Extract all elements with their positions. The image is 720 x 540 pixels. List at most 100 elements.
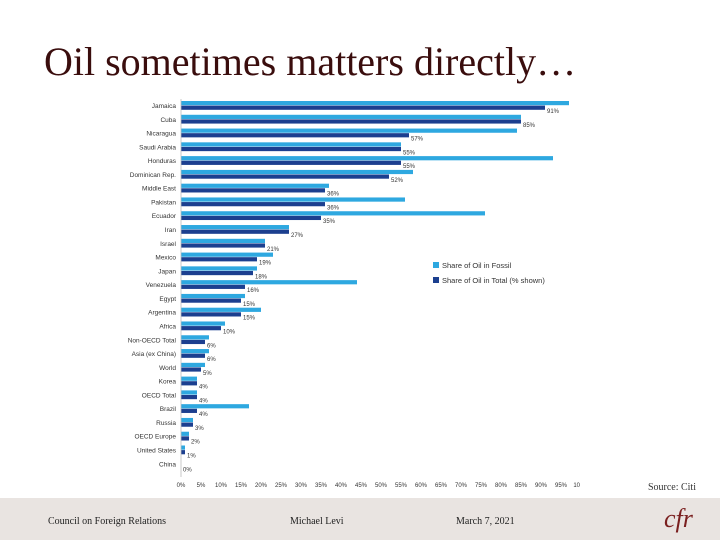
bar-fossil <box>181 128 517 133</box>
data-label: 55% <box>403 164 416 170</box>
data-label: 91% <box>547 109 560 115</box>
bar-total <box>181 133 409 138</box>
bar-total <box>181 326 221 331</box>
bar-fossil <box>181 183 329 188</box>
data-label: 57% <box>411 137 424 143</box>
category-label: Middle East <box>142 186 176 193</box>
bar-fossil <box>181 156 553 161</box>
footer-bar: Council on Foreign Relations Michael Lev… <box>0 498 720 540</box>
x-tick-label: 15% <box>235 483 248 489</box>
bar-total <box>181 408 197 413</box>
data-label: 52% <box>391 178 404 184</box>
bar-total <box>181 298 241 303</box>
category-label: Egypt <box>159 296 176 303</box>
category-label: Jamaica <box>152 103 177 110</box>
x-tick-label: 30% <box>295 483 308 489</box>
x-tick-label: 25% <box>275 483 288 489</box>
data-label: 6% <box>207 357 216 363</box>
data-label: 4% <box>199 398 208 404</box>
data-label: 15% <box>243 316 256 322</box>
x-tick-label: 65% <box>435 483 448 489</box>
bar-fossil <box>181 238 265 243</box>
category-label: OECD Europe <box>134 434 176 441</box>
bar-total <box>181 450 185 455</box>
bar-fossil <box>181 349 209 354</box>
bar-total <box>181 436 189 441</box>
bar-fossil <box>181 225 289 230</box>
data-label: 0% <box>183 467 192 473</box>
data-label: 15% <box>243 302 256 308</box>
x-tick-label: 35% <box>315 483 328 489</box>
category-label: Pakistan <box>151 199 176 206</box>
bar-total <box>181 270 253 276</box>
bar-fossil <box>181 376 197 381</box>
data-label: 36% <box>327 205 340 211</box>
data-label: 2% <box>191 440 200 446</box>
category-label: Asia (ex China) <box>132 351 176 358</box>
data-label: 4% <box>199 412 208 418</box>
legend-label-total: Share of Oil in Total (% shown) <box>442 276 545 285</box>
bar-total <box>181 381 197 386</box>
data-label: 4% <box>199 385 208 391</box>
bar-total <box>181 312 241 317</box>
bar-fossil <box>181 293 245 299</box>
data-label: 36% <box>327 192 340 198</box>
bar-fossil <box>181 266 257 271</box>
bar-fossil <box>181 197 405 202</box>
data-label: 55% <box>403 150 416 156</box>
bar-total <box>181 422 193 427</box>
data-label: 19% <box>259 261 272 267</box>
category-label: OECD Total <box>142 392 177 399</box>
category-label: Israel <box>160 241 176 248</box>
category-label: Russia <box>156 420 176 427</box>
category-label: Honduras <box>148 158 177 165</box>
bar-total <box>181 174 389 179</box>
category-label: Dominican Rep. <box>130 172 176 179</box>
category-label: Iran <box>165 227 177 234</box>
category-label: Japan <box>158 268 176 275</box>
bar-fossil <box>181 169 413 175</box>
x-tick-label: 0% <box>177 483 186 489</box>
data-label: 35% <box>323 219 336 225</box>
category-label: World <box>159 365 176 372</box>
x-tick-label: 100% <box>573 483 580 489</box>
x-tick-label: 90% <box>535 483 548 489</box>
data-label: 3% <box>195 426 204 432</box>
bar-fossil <box>181 101 569 106</box>
data-label: 6% <box>207 343 216 349</box>
data-label: 1% <box>187 454 196 460</box>
bar-total <box>181 188 325 193</box>
x-tick-label: 85% <box>515 483 528 489</box>
bar-fossil <box>181 404 249 409</box>
category-label: Non-OECD Total <box>128 337 177 344</box>
category-label: Brazil <box>160 406 177 413</box>
bar-total <box>181 339 205 345</box>
bar-total <box>181 229 289 234</box>
category-label: United States <box>137 448 177 455</box>
x-tick-label: 20% <box>255 483 268 489</box>
bar-fossil <box>181 362 205 368</box>
bar-fossil <box>181 252 273 257</box>
x-tick-label: 10% <box>215 483 228 489</box>
x-tick-label: 45% <box>355 483 368 489</box>
bar-fossil <box>181 417 193 423</box>
category-label: Africa <box>159 323 176 330</box>
bar-total <box>181 284 245 289</box>
cfr-logo: cfr <box>664 504 693 533</box>
bar-total <box>181 394 197 400</box>
bar-total <box>181 243 265 248</box>
bar-fossil <box>181 445 185 450</box>
data-label: 27% <box>291 233 304 239</box>
x-tick-label: 75% <box>475 483 488 489</box>
x-tick-label: 5% <box>197 483 206 489</box>
bar-fossil <box>181 335 209 340</box>
bar-total <box>181 257 257 262</box>
data-label: 21% <box>267 247 280 253</box>
category-label: Argentina <box>148 310 176 317</box>
footer-author: Michael Levi <box>290 516 344 527</box>
data-label: 5% <box>203 371 212 377</box>
bar-total <box>181 160 401 165</box>
legend-swatch-total <box>433 277 439 283</box>
slide-title: Oil sometimes matters directly… <box>44 39 577 84</box>
bar-total <box>181 215 321 221</box>
